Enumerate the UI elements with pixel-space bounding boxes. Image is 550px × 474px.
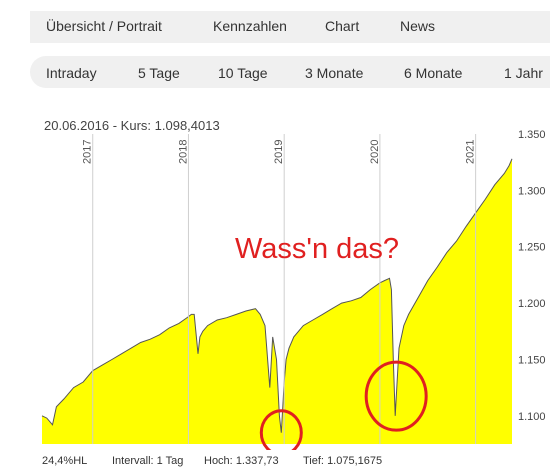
x-tick-label: 2021: [465, 140, 477, 164]
x-tick-label: 2017: [82, 140, 94, 164]
tab-news[interactable]: News: [400, 18, 436, 34]
footer-hl: 24,4%HL: [42, 455, 88, 467]
kurs-label: Kurs:: [120, 118, 152, 133]
hoch-label: Hoch:: [204, 455, 233, 467]
y-tick-label: 1.200: [518, 298, 546, 310]
annotation-circle: [364, 360, 428, 432]
chart-date: 20.06.2016: [44, 118, 110, 133]
tab-uebersicht-portrait[interactable]: Übersicht / Portrait: [46, 18, 162, 34]
tab-chart[interactable]: Chart: [325, 18, 360, 34]
x-tick-label: 2018: [177, 140, 189, 164]
tief-label: Tief:: [303, 455, 324, 467]
y-tick-label: 1.300: [518, 185, 546, 197]
y-tick-label: 1.350: [518, 129, 546, 141]
footer-hoch: Hoch: 1.337,73: [204, 455, 279, 467]
range-3-monate[interactable]: 3 Monate: [305, 65, 364, 81]
instrument-nav-bar: Übersicht / Portrait Kennzahlen Chart Ne…: [30, 11, 550, 43]
range-5-tage[interactable]: 5 Tage: [138, 65, 180, 81]
price-chart[interactable]: 2017 2018 2019 2020 2021 1.350 1.300 1.250 1.200…: [0, 128, 550, 450]
y-tick-label: 1.250: [518, 242, 546, 254]
range-6-monate[interactable]: 6 Monate: [404, 65, 463, 81]
time-range-bar: Intraday 5 Tage 10 Tage 3 Monate 6 Monat…: [30, 56, 550, 88]
hoch-value: 1.337,73: [235, 455, 279, 467]
footer-tief: Tief: 1.075,1675: [303, 455, 382, 467]
x-tick-label: 2020: [369, 140, 381, 164]
tab-kennzahlen[interactable]: Kennzahlen: [213, 18, 287, 34]
price-line: [41, 158, 513, 433]
price-area: [42, 158, 512, 445]
tief-value: 1.075,1675: [327, 455, 383, 467]
y-tick-label: 1.100: [518, 411, 546, 423]
annotation-circle: [259, 409, 303, 450]
header-separator: -: [112, 118, 118, 133]
kurs-value: 1.098,4013: [154, 118, 220, 133]
chart-header: 20.06.2016 - Kurs: 1.098,4013: [44, 118, 220, 133]
range-intraday[interactable]: Intraday: [46, 65, 97, 81]
y-tick-label: 1.150: [518, 354, 546, 366]
range-10-tage[interactable]: 10 Tage: [218, 65, 268, 81]
footer-intervall: Intervall: 1 Tag: [112, 455, 184, 467]
x-tick-label: 2019: [273, 140, 285, 164]
annotation-text: Wass'n das?: [235, 233, 399, 265]
range-1-jahr[interactable]: 1 Jahr: [504, 65, 543, 81]
